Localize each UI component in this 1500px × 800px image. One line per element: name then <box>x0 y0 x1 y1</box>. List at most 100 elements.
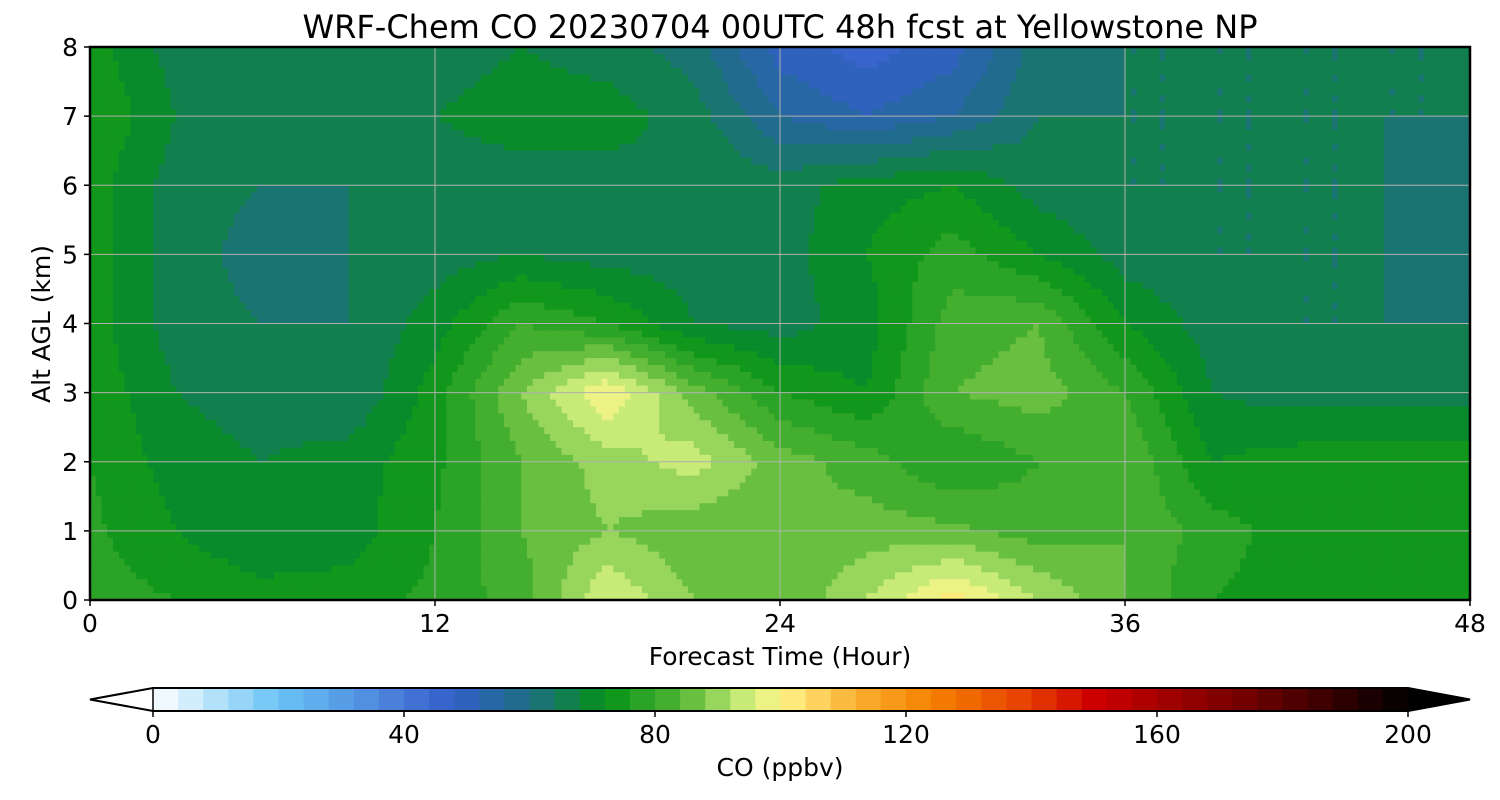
field-cell <box>394 185 402 193</box>
field-cell <box>159 109 166 117</box>
field-cell <box>958 157 965 166</box>
field-cell <box>567 88 574 96</box>
field-cell <box>262 109 269 117</box>
field-cell <box>578 47 586 55</box>
field-cell <box>147 81 154 90</box>
field-cell <box>1452 150 1460 159</box>
field-cell <box>343 136 350 145</box>
field-cell <box>987 102 994 110</box>
field-cell <box>872 150 879 159</box>
field-cell <box>906 178 913 186</box>
field-cell <box>1038 116 1046 124</box>
field-cell <box>521 116 528 124</box>
field-cell <box>504 116 511 124</box>
field-cell <box>941 157 948 166</box>
field-cell <box>854 116 862 124</box>
field-cell <box>1389 53 1396 62</box>
field-cell <box>1251 164 1258 173</box>
field-cell <box>699 143 706 152</box>
field-cell <box>659 136 666 145</box>
field-cell <box>1222 157 1230 166</box>
field-cell <box>883 185 890 193</box>
field-cell <box>607 178 614 186</box>
field-cell <box>268 185 275 193</box>
field-cell <box>1107 116 1115 124</box>
field-cell <box>371 129 379 138</box>
field-cell <box>475 60 482 69</box>
field-cell <box>107 171 114 179</box>
field-cell <box>1280 116 1287 124</box>
field-cell <box>147 74 154 83</box>
field-cell <box>118 67 126 76</box>
field-cell <box>653 81 660 90</box>
field-cell <box>1297 74 1304 83</box>
field-cell <box>1303 109 1310 117</box>
field-cell <box>716 164 724 173</box>
field-cell <box>653 150 660 159</box>
field-cell <box>1222 129 1230 138</box>
field-cell <box>1073 47 1080 55</box>
field-cell <box>1280 150 1287 159</box>
field-cell <box>308 67 315 76</box>
field-cell <box>1251 74 1258 83</box>
field-cell <box>826 136 833 145</box>
field-cell <box>1176 136 1184 145</box>
field-cell <box>1349 171 1356 179</box>
field-cell <box>659 81 666 90</box>
field-cell <box>837 74 844 83</box>
field-cell <box>1222 53 1230 62</box>
field-cell <box>550 74 557 83</box>
field-cell <box>279 171 287 179</box>
field-cell <box>153 171 160 179</box>
field-cell <box>791 88 798 96</box>
field-cell <box>222 171 229 179</box>
field-cell <box>1084 60 1092 69</box>
field-cell <box>803 47 810 55</box>
field-cell <box>1309 81 1316 90</box>
field-cell <box>590 123 597 131</box>
field-cell <box>118 102 126 110</box>
field-cell <box>1228 60 1235 69</box>
field-cell <box>826 95 833 103</box>
field-cell <box>354 150 361 159</box>
field-cell <box>578 53 586 62</box>
field-cell <box>550 136 557 145</box>
field-cell <box>596 67 603 76</box>
field-cell <box>613 150 620 159</box>
field-cell <box>1142 74 1149 83</box>
field-cell <box>1343 53 1350 62</box>
field-cell <box>1217 129 1224 138</box>
field-cell <box>567 136 574 145</box>
field-cell <box>1314 178 1322 186</box>
field-cell <box>624 109 632 117</box>
field-cell <box>274 47 281 55</box>
field-cell <box>1303 129 1310 138</box>
field-cell <box>481 185 488 193</box>
field-cell <box>1366 95 1373 103</box>
field-cell <box>584 123 591 131</box>
field-cell <box>1343 74 1350 83</box>
field-cell <box>751 88 758 96</box>
field-cell <box>596 136 603 145</box>
field-cell <box>1355 171 1362 179</box>
field-cell <box>883 53 890 62</box>
field-cell <box>665 123 672 131</box>
field-cell <box>906 95 913 103</box>
field-cell <box>199 81 206 90</box>
field-cell <box>446 136 453 145</box>
field-cell <box>481 150 488 159</box>
field-cell <box>1021 109 1028 117</box>
field-cell <box>325 171 333 179</box>
field-cell <box>90 95 97 103</box>
field-cell <box>1441 95 1448 103</box>
field-cell <box>1130 53 1138 62</box>
field-cell <box>170 74 177 83</box>
field-cell <box>147 47 154 55</box>
field-cell <box>590 53 597 62</box>
field-cell <box>1148 60 1155 69</box>
field-cell <box>452 136 459 145</box>
field-cell <box>584 88 591 96</box>
field-cell <box>1199 123 1207 131</box>
field-cell <box>1027 74 1034 83</box>
field-cell <box>826 53 833 62</box>
